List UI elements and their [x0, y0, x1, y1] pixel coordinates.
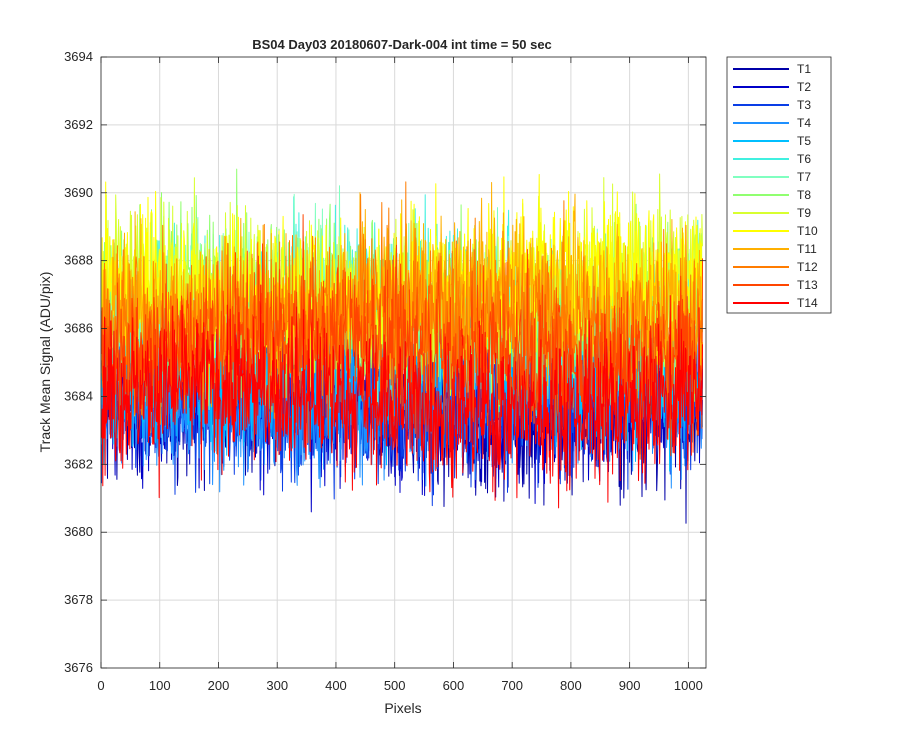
legend-label-t13: T13 — [797, 278, 818, 292]
axis-ticks: 0 100 200 300 400 500 600 700 800 900 1000 3676 3678… — [64, 49, 706, 693]
legend-box — [726, 56, 832, 314]
chart-title: BS04 Day03 20180607-Dark-004 int time = … — [252, 37, 552, 52]
legend-label-t3: T3 — [797, 98, 811, 112]
legend-label-t7: T7 — [797, 170, 811, 184]
legend-label-t6: T6 — [797, 152, 811, 166]
legend-label-t1: T1 — [797, 62, 811, 76]
legend-label-t10: T10 — [797, 224, 818, 238]
legend: T1 T2 T3 T4 T5 T6 T7 T8 T9 T10 T11 T12 T13 T14 — [726, 56, 832, 314]
y-tick-label: 3686 — [64, 321, 93, 336]
y-tick-label: 3688 — [64, 253, 93, 268]
y-tick-label: 3682 — [64, 456, 93, 471]
x-tick-label: 900 — [619, 678, 641, 693]
series-lines — [101, 168, 703, 524]
x-axis-label: Pixels — [384, 700, 421, 716]
legend-label-t4: T4 — [797, 116, 811, 130]
series-line-t14 — [101, 284, 703, 509]
x-tick-label: 300 — [266, 678, 288, 693]
legend-label-t9: T9 — [797, 206, 811, 220]
y-tick-label: 3678 — [64, 592, 93, 607]
y-tick-label: 3694 — [64, 49, 93, 64]
y-tick-label: 3692 — [64, 117, 93, 132]
y-tick-label: 3684 — [64, 388, 93, 403]
y-tick-label: 3676 — [64, 660, 93, 675]
x-tick-label: 400 — [325, 678, 347, 693]
legend-label-t2: T2 — [797, 80, 811, 94]
x-tick-label: 500 — [384, 678, 406, 693]
legend-label-t14: T14 — [797, 296, 818, 310]
legend-label-t8: T8 — [797, 188, 811, 202]
y-axis-label: Track Mean Signal (ADU/pix) — [37, 272, 53, 453]
legend-label-t12: T12 — [797, 260, 818, 274]
x-tick-label: 100 — [149, 678, 171, 693]
y-tick-label: 3690 — [64, 185, 93, 200]
plot-frame — [100, 56, 707, 669]
x-tick-label: 1000 — [674, 678, 703, 693]
legend-label-t11: T11 — [797, 242, 817, 256]
x-tick-label: 600 — [443, 678, 465, 693]
x-tick-label: 700 — [501, 678, 523, 693]
x-tick-label: 0 — [97, 678, 104, 693]
legend-label-t5: T5 — [797, 134, 811, 148]
x-tick-label: 800 — [560, 678, 582, 693]
x-tick-label: 200 — [208, 678, 230, 693]
y-tick-label: 3680 — [64, 524, 93, 539]
